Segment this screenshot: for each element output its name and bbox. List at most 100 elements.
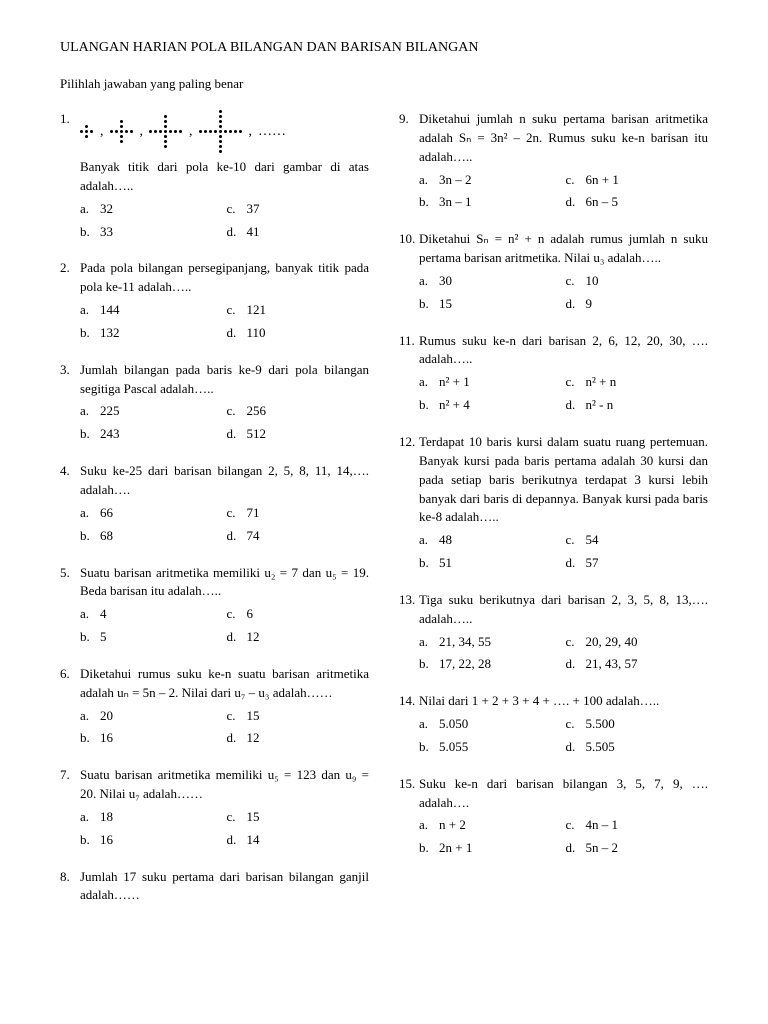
choice-value: 9	[586, 295, 709, 314]
choice-label: c.	[566, 373, 582, 392]
question-number: 14.	[399, 692, 419, 757]
choice-value: 225	[100, 402, 223, 421]
choice-value: 6	[247, 605, 370, 624]
choice-value: n² - n	[586, 396, 709, 415]
question-text: Jumlah 17 suku pertama dari barisan bila…	[80, 868, 369, 906]
choice-label: a.	[419, 171, 435, 190]
question-number: 8.	[60, 868, 80, 910]
choice-value: 30	[439, 272, 562, 291]
question: 14.Nilai dari 1 + 2 + 3 + 4 + …. + 100 a…	[399, 692, 708, 757]
choice-label: a.	[419, 531, 435, 550]
choice-label: d.	[566, 295, 582, 314]
choice-label: b.	[419, 554, 435, 573]
choice-label: c.	[227, 402, 243, 421]
choice-value: 20, 29, 40	[586, 633, 709, 652]
question-body: Jumlah bilangan pada baris ke-9 dari pol…	[80, 361, 369, 444]
choice-label: a.	[419, 816, 435, 835]
choice-label: d.	[566, 738, 582, 757]
question-text: Suatu barisan aritmetika memiliki u₅ = 1…	[80, 766, 369, 804]
question-number: 4.	[60, 462, 80, 545]
question-number: 11.	[399, 332, 419, 415]
question-text: Diketahui rumus suku ke-n suatu barisan …	[80, 665, 369, 703]
choices: a.20c.15b.16d.12	[80, 707, 369, 749]
choice-value: 5.055	[439, 738, 562, 757]
choices: a.5.050c.5.500b.5.055d.5.505	[419, 715, 708, 757]
choice-label: b.	[419, 396, 435, 415]
question: 2.Pada pola bilangan persegipanjang, ban…	[60, 259, 369, 342]
choice-label: b.	[419, 738, 435, 757]
question-body: Diketahui jumlah n suku pertama barisan …	[419, 110, 708, 212]
choices: a.3n – 2c.6n + 1b.3n – 1d.6n – 5	[419, 171, 708, 213]
question-text: Tiga suku berikutnya dari barisan 2, 3, …	[419, 591, 708, 629]
choice-label: c.	[566, 816, 582, 835]
choice-value: 15	[247, 707, 370, 726]
choices: a.n + 2c.4n – 1b.2n + 1d.5n – 2	[419, 816, 708, 858]
question-text: Nilai dari 1 + 2 + 3 + 4 + …. + 100 adal…	[419, 692, 708, 711]
question-number: 13.	[399, 591, 419, 674]
page-title: ULANGAN HARIAN POLA BILANGAN DAN BARISAN…	[60, 40, 708, 56]
question-body: Diketahui rumus suku ke-n suatu barisan …	[80, 665, 369, 748]
question: 12.Terdapat 10 baris kursi dalam suatu r…	[399, 433, 708, 573]
choice-value: 37	[247, 200, 370, 219]
question-number: 9.	[399, 110, 419, 212]
choice-value: n² + 4	[439, 396, 562, 415]
choices: a.4c.6b.5d.12	[80, 605, 369, 647]
choices: a.48c.54b.51d.57	[419, 531, 708, 573]
question-text: Rumus suku ke-n dari barisan 2, 6, 12, 2…	[419, 332, 708, 370]
choice-value: 12	[247, 729, 370, 748]
question: 6.Diketahui rumus suku ke-n suatu barisa…	[60, 665, 369, 748]
choices: a.144c.121b.132d.110	[80, 301, 369, 343]
question: 7.Suatu barisan aritmetika memiliki u₅ =…	[60, 766, 369, 849]
choice-label: b.	[80, 223, 96, 242]
choice-label: d.	[227, 628, 243, 647]
choice-value: 21, 34, 55	[439, 633, 562, 652]
choice-value: 20	[100, 707, 223, 726]
question-number: 5.	[60, 564, 80, 647]
choices: a.66c.71b.68d.74	[80, 504, 369, 546]
choice-value: 132	[100, 324, 223, 343]
choice-label: a.	[80, 301, 96, 320]
question-body: ,,,, ……Banyak titik dari pola ke-10 dari…	[80, 110, 369, 241]
choice-value: 14	[247, 831, 370, 850]
question-text: Diketahui jumlah n suku pertama barisan …	[419, 110, 708, 167]
choice-label: c.	[227, 605, 243, 624]
question-text: Suku ke-n dari barisan bilangan 3, 5, 7,…	[419, 775, 708, 813]
choice-value: 4n – 1	[586, 816, 709, 835]
instruction-text: Pilihlah jawaban yang paling benar	[60, 76, 708, 92]
question-text: Diketahui Sₙ = n² + n adalah rumus jumla…	[419, 230, 708, 268]
choice-value: 144	[100, 301, 223, 320]
question: 15.Suku ke-n dari barisan bilangan 3, 5,…	[399, 775, 708, 858]
choice-value: 51	[439, 554, 562, 573]
question: 9.Diketahui jumlah n suku pertama barisa…	[399, 110, 708, 212]
choice-label: c.	[566, 531, 582, 550]
question: 5.Suatu barisan aritmetika memiliki u₂ =…	[60, 564, 369, 647]
choice-label: b.	[419, 839, 435, 858]
question-body: Tiga suku berikutnya dari barisan 2, 3, …	[419, 591, 708, 674]
choice-value: 68	[100, 527, 223, 546]
choice-label: d.	[566, 554, 582, 573]
choice-label: d.	[227, 223, 243, 242]
choice-label: b.	[80, 628, 96, 647]
choice-value: 2n + 1	[439, 839, 562, 858]
choice-label: b.	[419, 295, 435, 314]
choice-label: b.	[80, 324, 96, 343]
question-text: Suku ke-25 dari barisan bilangan 2, 5, 8…	[80, 462, 369, 500]
question-columns: 1.,,,, ……Banyak titik dari pola ke-10 da…	[60, 110, 708, 927]
choice-value: 15	[439, 295, 562, 314]
choice-value: 6n + 1	[586, 171, 709, 190]
question-text: Pada pola bilangan persegipanjang, banya…	[80, 259, 369, 297]
choice-value: 6n – 5	[586, 193, 709, 212]
choice-label: d.	[566, 655, 582, 674]
choice-label: b.	[80, 729, 96, 748]
question: 10.Diketahui Sₙ = n² + n adalah rumus ju…	[399, 230, 708, 313]
choice-value: 16	[100, 831, 223, 850]
choice-label: c.	[227, 707, 243, 726]
question-number: 1.	[60, 110, 80, 241]
choice-label: a.	[419, 373, 435, 392]
choice-value: 17, 22, 28	[439, 655, 562, 674]
question-number: 2.	[60, 259, 80, 342]
choice-label: c.	[566, 171, 582, 190]
choice-label: c.	[566, 633, 582, 652]
choice-label: d.	[227, 324, 243, 343]
question-number: 12.	[399, 433, 419, 573]
